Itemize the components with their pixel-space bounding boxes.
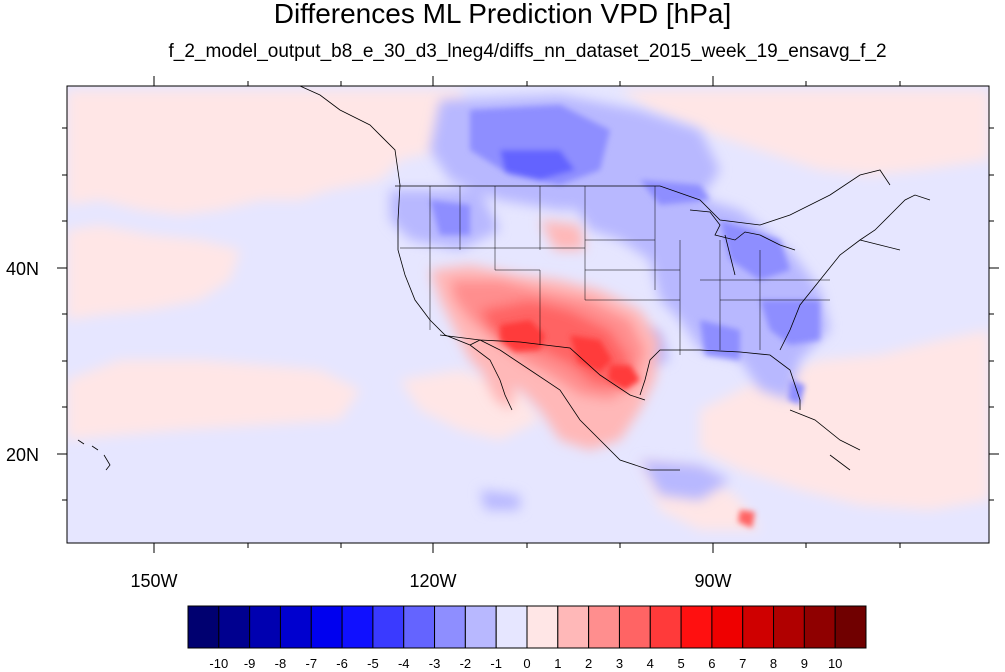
colorbar-label: 10 [828,656,842,671]
us-canada-border [395,169,891,226]
colorbar-label: -9 [244,656,256,671]
state-lines [400,186,830,355]
colorbar-label: 3 [616,656,623,671]
colorbar-label: -5 [367,656,379,671]
colorbar-swatch [834,605,867,649]
colorbar-label: 5 [677,656,684,671]
x-tick-label-150w: 150W [130,571,177,591]
y-tick-label-20n: 20N [6,445,39,465]
colorbar-label: 4 [647,656,654,671]
colorbar-swatch [495,605,528,649]
us-mexico-border [439,334,646,401]
colorbar-label: 8 [770,656,777,671]
great-lakes [689,209,796,276]
hawaii [77,439,111,471]
colorbar-swatch [803,605,836,649]
colorbar-swatch [279,605,312,649]
colorbar-swatch [341,605,374,649]
x-tick-label-90w: 90W [694,571,731,591]
contour-field [67,86,989,543]
colorbar-swatch [649,605,682,649]
tick-marks [57,76,999,553]
colorbar-swatch [773,605,805,649]
colorbar-swatch [618,605,651,649]
colorbar: -10 -9 -8 -7 -6 -5 -4 -3 -2 -1 0 1 2 3 4 5 6 7 8 9 10 [187,605,867,671]
light-positive-regions [67,90,989,530]
map-title: Differences ML Prediction VPD [hPa] [273,0,732,29]
colorbar-swatch [588,605,620,649]
colorbar-swatch [711,605,744,649]
colorbar-label: -2 [460,656,472,671]
colorbar-label: -4 [398,656,410,671]
colorbar-swatch [526,605,559,649]
colorbar-label: -10 [209,656,228,671]
colorbar-swatch [187,605,220,649]
caribbean [789,409,861,471]
colorbar-label: 7 [739,656,746,671]
x-tick-label-120w: 120W [409,571,456,591]
colorbar-swatch [680,605,713,649]
colorbar-label: 1 [554,656,561,671]
colorbar-label: 6 [708,656,715,671]
map-subtitle: f_2_model_output_b8_e_30_d3_lneg4/diffs_… [168,41,887,62]
colorbar-swatch [372,605,405,649]
colorbar-label: -6 [336,656,348,671]
colorbar-swatch [742,605,775,649]
boundary-lines [77,86,931,471]
colorbar-swatch [310,605,343,649]
colorbar-swatch [557,605,590,649]
colorbar-label: -8 [275,656,287,671]
colorbar-swatch [434,605,466,649]
colorbar-label: 0 [523,656,530,671]
negative-regions-2 [430,105,820,405]
north-american-coastline [299,86,931,471]
colorbar-label: 2 [585,656,592,671]
colorbar-label: -7 [305,656,317,671]
colorbar-label: -1 [490,656,502,671]
colorbar-swatch [464,605,497,649]
colorbar-swatch [403,605,436,649]
y-tick-label-40n: 40N [6,259,39,279]
colorbar-label: 9 [801,656,808,671]
colorbar-swatch [249,605,281,649]
colorbar-swatch [218,605,251,649]
colorbar-label: -3 [429,656,441,671]
